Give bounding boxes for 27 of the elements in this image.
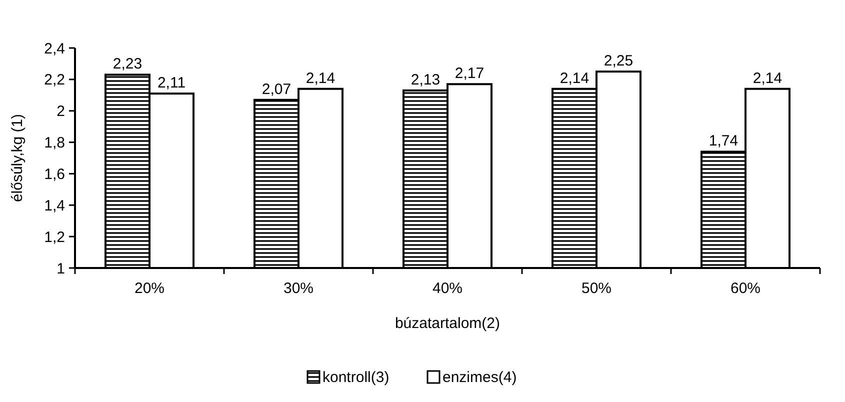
data-label: 2,07 bbox=[262, 80, 292, 98]
x-axis-title: búzatartalom(2) bbox=[394, 315, 500, 332]
data-label: 2,14 bbox=[752, 70, 782, 87]
legend-label: kontroll(3) bbox=[322, 369, 390, 386]
x-tick-label: 60% bbox=[730, 280, 761, 297]
y-tick-label: 2,2 bbox=[44, 72, 65, 89]
data-label: 2,25 bbox=[604, 52, 634, 70]
data-label: 2,14 bbox=[306, 70, 336, 87]
y-axis-title: élősúly,kg (1) bbox=[9, 114, 26, 202]
y-tick-label: 1,4 bbox=[44, 197, 65, 214]
x-tick-label: 50% bbox=[581, 280, 612, 297]
y-tick-label: 2 bbox=[56, 103, 65, 120]
data-label: 2,11 bbox=[157, 74, 186, 92]
y-tick-label: 1 bbox=[56, 260, 65, 278]
data-label: 2,13 bbox=[410, 71, 440, 88]
x-tick-label: 20% bbox=[134, 280, 165, 297]
x-tick-label: 30% bbox=[283, 280, 314, 297]
y-tick-label: 1,6 bbox=[44, 166, 65, 183]
data-label: 2,23 bbox=[112, 56, 142, 73]
data-label: 2,17 bbox=[454, 65, 484, 82]
data-label: 1,74 bbox=[708, 132, 738, 150]
y-tick-label: 2,4 bbox=[44, 40, 65, 58]
legend-label: enzimes(4) bbox=[442, 369, 517, 386]
y-tick-label: 1,2 bbox=[44, 228, 65, 246]
data-label: 2,14 bbox=[560, 70, 590, 87]
x-tick-label: 40% bbox=[432, 280, 463, 297]
y-tick-label: 1,8 bbox=[44, 134, 65, 152]
